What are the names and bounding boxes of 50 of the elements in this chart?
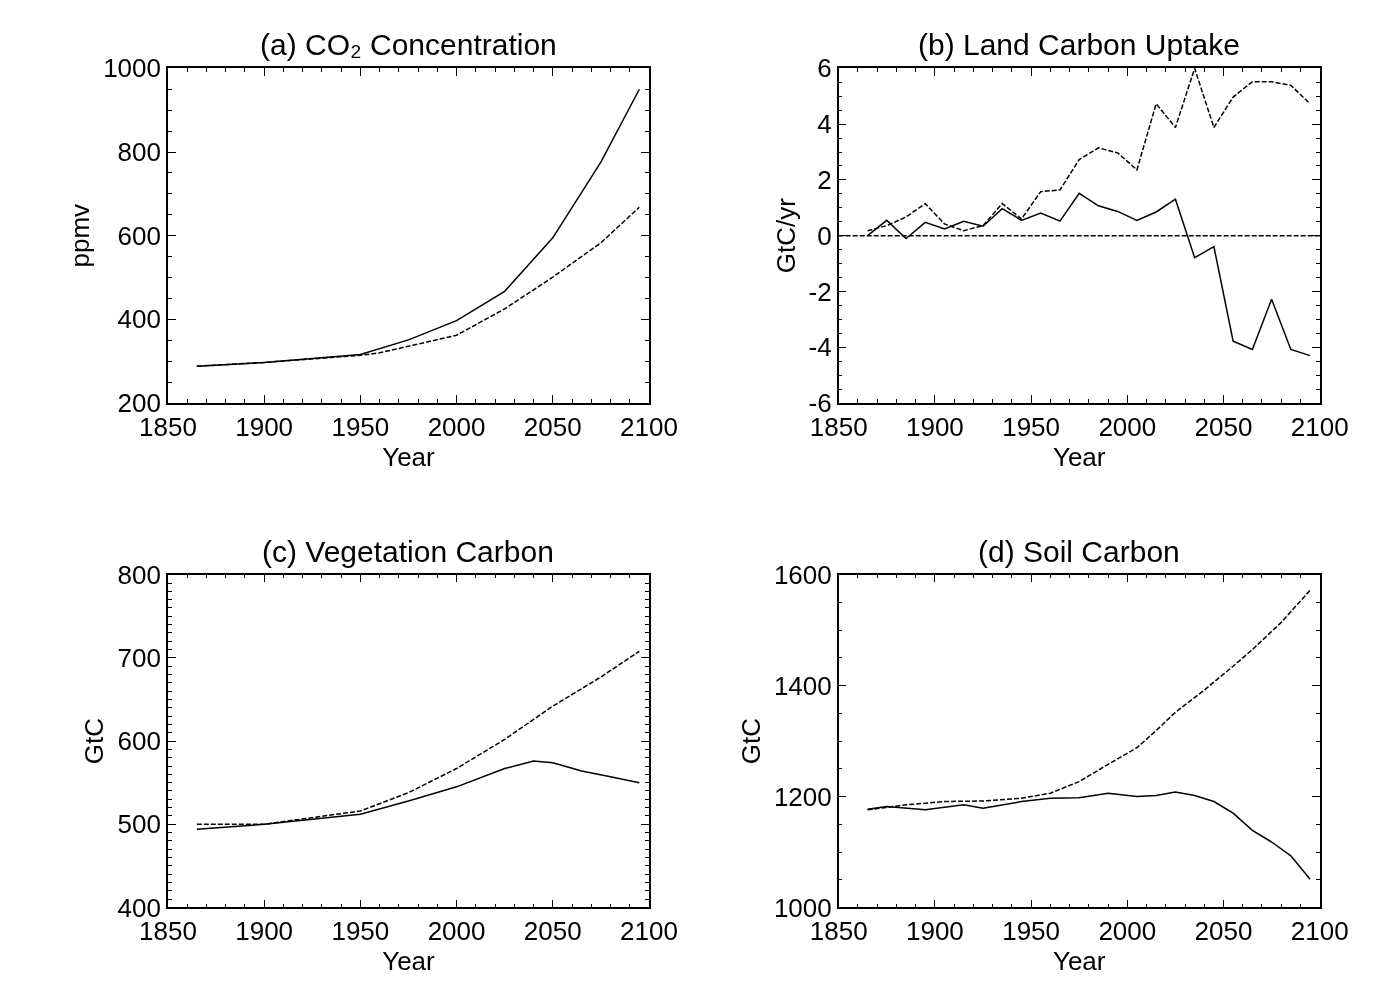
x-tick-label: 1900 (235, 411, 294, 442)
x-tick-label: 2100 (620, 916, 678, 947)
y-axis-title: GtC (735, 717, 766, 765)
x-tick-label: 2050 (523, 411, 582, 442)
x-tick-label: 1950 (331, 411, 390, 442)
y-tick-label: 6 (817, 53, 832, 84)
y-axis-title: ppmv (65, 203, 96, 268)
y-tick-label: 2 (817, 165, 832, 196)
y-tick-label: 1200 (773, 781, 832, 812)
y-tick-label: 1000 (103, 53, 161, 84)
line-series (196, 650, 641, 826)
x-tick-label: 1950 (1002, 411, 1061, 442)
y-tick-label: 400 (117, 304, 161, 335)
x-tick-label: 2000 (1098, 916, 1157, 947)
chart-title: (d) Soil Carbon (978, 535, 1180, 568)
chart-title: (c) Vegetation Carbon (262, 535, 554, 568)
x-tick-label: 1900 (235, 916, 294, 947)
y-axis-title: GtC (79, 717, 110, 765)
y-tick-label: 0 (817, 220, 832, 251)
y-tick-label: -4 (808, 332, 832, 363)
x-tick-label: 2100 (1290, 916, 1349, 947)
y-tick-label: 800 (117, 559, 161, 590)
y-tick-label: 700 (117, 643, 161, 673)
x-tick-label: 2000 (427, 916, 486, 947)
x-tick-label: 2100 (1290, 411, 1349, 442)
x-tick-label: 1900 (905, 916, 964, 947)
y-tick-label: 1600 (773, 559, 832, 590)
x-tick-label: 2100 (620, 411, 678, 442)
x-tick-label: 1950 (331, 916, 390, 947)
y-tick-label: 600 (117, 726, 161, 757)
x-tick-label: 2050 (523, 916, 582, 947)
x-axis-title: Year (1052, 441, 1106, 472)
y-tick-label: 500 (117, 809, 161, 840)
y-axis-title: GtC/yr (770, 197, 801, 274)
y-tick-label: 1400 (773, 670, 832, 701)
x-tick-label: 1900 (905, 411, 964, 442)
x-tick-label: 2000 (1098, 411, 1157, 442)
x-tick-label: 1950 (1002, 916, 1061, 947)
x-axis-title: Year (382, 946, 436, 977)
x-axis-title: Year (1052, 946, 1106, 977)
x-tick-label: 2050 (1194, 411, 1253, 442)
y-tick-label: 4 (817, 109, 832, 140)
x-tick-label: 2000 (427, 411, 486, 442)
x-axis-title: Year (382, 441, 436, 472)
chart-title: (a) CO₂ Concentration (260, 28, 557, 61)
chart-title: (b) Land Carbon Uptake (918, 28, 1240, 61)
x-tick-label: 2050 (1194, 916, 1253, 947)
y-tick-label: -2 (808, 276, 832, 307)
y-tick-label: 800 (117, 137, 161, 168)
y-tick-label: 600 (117, 220, 161, 251)
